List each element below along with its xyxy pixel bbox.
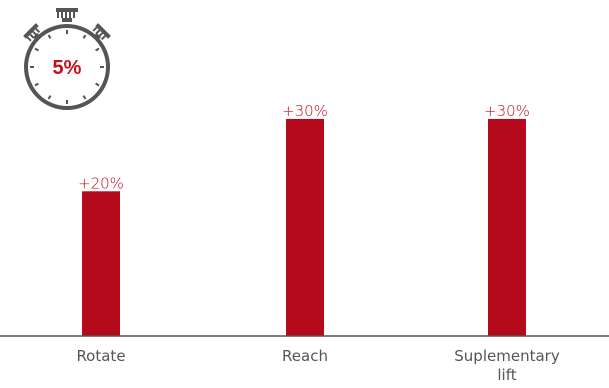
stopwatch-ring bbox=[24, 24, 110, 110]
stopwatch-ticks bbox=[30, 30, 104, 104]
bar bbox=[488, 118, 526, 336]
stopwatch-tick bbox=[82, 34, 87, 39]
stopwatch-icon: 5% bbox=[23, 8, 111, 110]
bar-value-label: +20% bbox=[78, 174, 124, 192]
category-label: Reach bbox=[282, 347, 328, 365]
stopwatch-tick bbox=[47, 34, 52, 39]
category-label: Suplementary lift bbox=[454, 347, 560, 384]
category-label: Rotate bbox=[76, 347, 125, 365]
stopwatch-tick bbox=[82, 95, 87, 100]
bar-value-label: +30% bbox=[484, 102, 530, 120]
stopwatch-tick bbox=[34, 47, 39, 52]
stopwatch-tick bbox=[95, 47, 100, 52]
bar bbox=[286, 118, 324, 336]
stopwatch-tick bbox=[95, 82, 100, 87]
bar-value-label: +30% bbox=[282, 102, 328, 120]
bar-series: +20% Rotate +30% Reach +30% Suplementary lift bbox=[76, 102, 559, 384]
bar bbox=[82, 191, 120, 336]
stopwatch-crown bbox=[56, 8, 78, 22]
badge-label: 5% bbox=[53, 57, 82, 79]
stopwatch-tick bbox=[47, 95, 52, 100]
stopwatch-tick bbox=[34, 82, 39, 87]
